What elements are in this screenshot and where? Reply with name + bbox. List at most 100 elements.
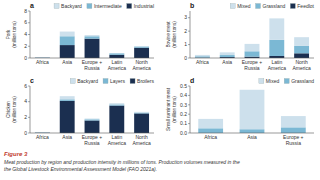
text-line: Asia xyxy=(247,134,257,140)
bar-segment xyxy=(281,127,306,133)
y-tick xyxy=(28,22,30,23)
bar-segment xyxy=(60,96,75,99)
panel-title: a xyxy=(30,2,34,9)
bar-segment xyxy=(85,119,100,120)
y-tick-label: 0.3 xyxy=(180,102,187,108)
text-line: America xyxy=(132,140,151,146)
y-tick-label: 6 xyxy=(24,83,27,89)
y-tick-label: 0.2 xyxy=(180,111,187,117)
x-tick-label: NorthAmerica xyxy=(292,59,311,71)
y-tick-label: 2 xyxy=(24,43,27,49)
bar-segment xyxy=(269,56,284,58)
bar-segment xyxy=(85,120,100,133)
x-tick-label: LatinAmerica xyxy=(268,59,287,71)
bar-segment xyxy=(294,46,309,53)
legend-label: Intermediate xyxy=(94,3,122,9)
legend-swatch xyxy=(230,4,235,9)
text-line: America xyxy=(108,65,127,71)
y-tick xyxy=(188,114,190,115)
x-tick-label: NorthAmerica xyxy=(132,134,151,146)
bar-segment xyxy=(134,47,149,48)
y-tick-label: 0.5 xyxy=(180,83,187,89)
bar-segment xyxy=(109,106,124,133)
legend-swatch xyxy=(103,79,108,84)
legend-label: Grassland xyxy=(291,78,314,84)
legend: MixedGrasslandFeedlot xyxy=(230,3,314,9)
y-tick-label: 0 xyxy=(24,130,27,136)
bar-segment xyxy=(195,55,210,56)
y-tick xyxy=(188,58,190,59)
text-line: Africa xyxy=(36,134,49,140)
y-axis-line xyxy=(190,86,191,133)
y-tick xyxy=(188,104,190,105)
bar-segment xyxy=(134,46,149,47)
y-tick xyxy=(28,133,30,134)
y-tick xyxy=(28,34,30,35)
legend-label: Backyard xyxy=(61,3,82,9)
bar-segment xyxy=(85,39,100,58)
x-tick-label: Asia xyxy=(222,59,232,65)
bar-segment xyxy=(281,116,306,127)
bar-segment xyxy=(60,32,75,37)
bar-segment xyxy=(109,104,124,105)
y-tick xyxy=(28,86,30,87)
bar-segment xyxy=(269,18,284,39)
text-line: Pork xyxy=(6,29,11,39)
y-axis-label: Pork(million tons) xyxy=(6,21,17,48)
legend: Backyard Layers Broilers xyxy=(70,78,154,84)
text-line: America xyxy=(292,65,311,71)
y-axis-line xyxy=(30,86,31,133)
panel-title: b xyxy=(190,2,194,9)
bar-segment xyxy=(60,101,75,133)
legend-swatch xyxy=(284,79,289,84)
bars xyxy=(198,90,305,133)
legend-swatch xyxy=(54,4,59,9)
y-tick-label: 0.1 xyxy=(180,120,187,126)
legend-swatch xyxy=(256,4,261,9)
y-tick-label: 4 xyxy=(24,31,27,37)
legend-swatch xyxy=(127,4,132,9)
y-tick xyxy=(28,11,30,12)
y-tick-label: 2 xyxy=(24,114,27,120)
bar-segment xyxy=(60,45,75,58)
bar-segment xyxy=(240,90,265,129)
bar-segment xyxy=(245,44,260,51)
bar-segment xyxy=(198,128,223,133)
y-tick xyxy=(28,117,30,118)
y-tick-label: 1 xyxy=(184,41,187,47)
y-tick xyxy=(188,31,190,32)
legend-swatch xyxy=(130,79,135,84)
y-tick xyxy=(188,17,190,18)
bars xyxy=(195,18,309,58)
text-line: (million tons) xyxy=(172,96,177,123)
figure-label: Figure 3 xyxy=(4,151,28,157)
legend-label: Layers xyxy=(110,78,126,84)
x-tick-label: Africa xyxy=(204,134,217,140)
y-axis-label: Chicken(million tons) xyxy=(6,96,17,123)
bar-segment xyxy=(220,55,235,57)
legend-label: Broilers xyxy=(137,78,154,84)
text-line: Asia xyxy=(222,59,232,65)
y-axis-label: Small ruminant meat(million tons) xyxy=(166,87,177,131)
bar-segment xyxy=(269,40,284,56)
y-tick-label: 0 xyxy=(184,55,187,61)
text-line: America xyxy=(108,140,127,146)
bar-segment xyxy=(35,131,50,132)
text-line: Africa xyxy=(196,59,209,65)
bar-segment xyxy=(240,129,265,133)
panel: 0123AfricaAsiaEurope +RussiaLatinAmerica… xyxy=(166,2,315,71)
legend-label: Backyard xyxy=(77,78,98,84)
bar-segment xyxy=(198,119,223,128)
bar-segment xyxy=(109,53,124,54)
y-tick-label: 0 xyxy=(24,55,27,61)
legend-label: Grassland xyxy=(263,3,286,9)
x-tick-label: Asia xyxy=(62,134,72,140)
bar-segment xyxy=(85,36,100,38)
text-line: the Global Livestock Environmental Asses… xyxy=(4,166,157,172)
y-tick-label: 6 xyxy=(24,19,27,25)
text-line: America xyxy=(268,65,287,71)
x-tick-label: Africa xyxy=(36,134,49,140)
x-tick-label: LatinAmerica xyxy=(108,134,127,146)
legend-label: Industrial xyxy=(134,3,154,9)
bar-segment xyxy=(294,37,309,46)
